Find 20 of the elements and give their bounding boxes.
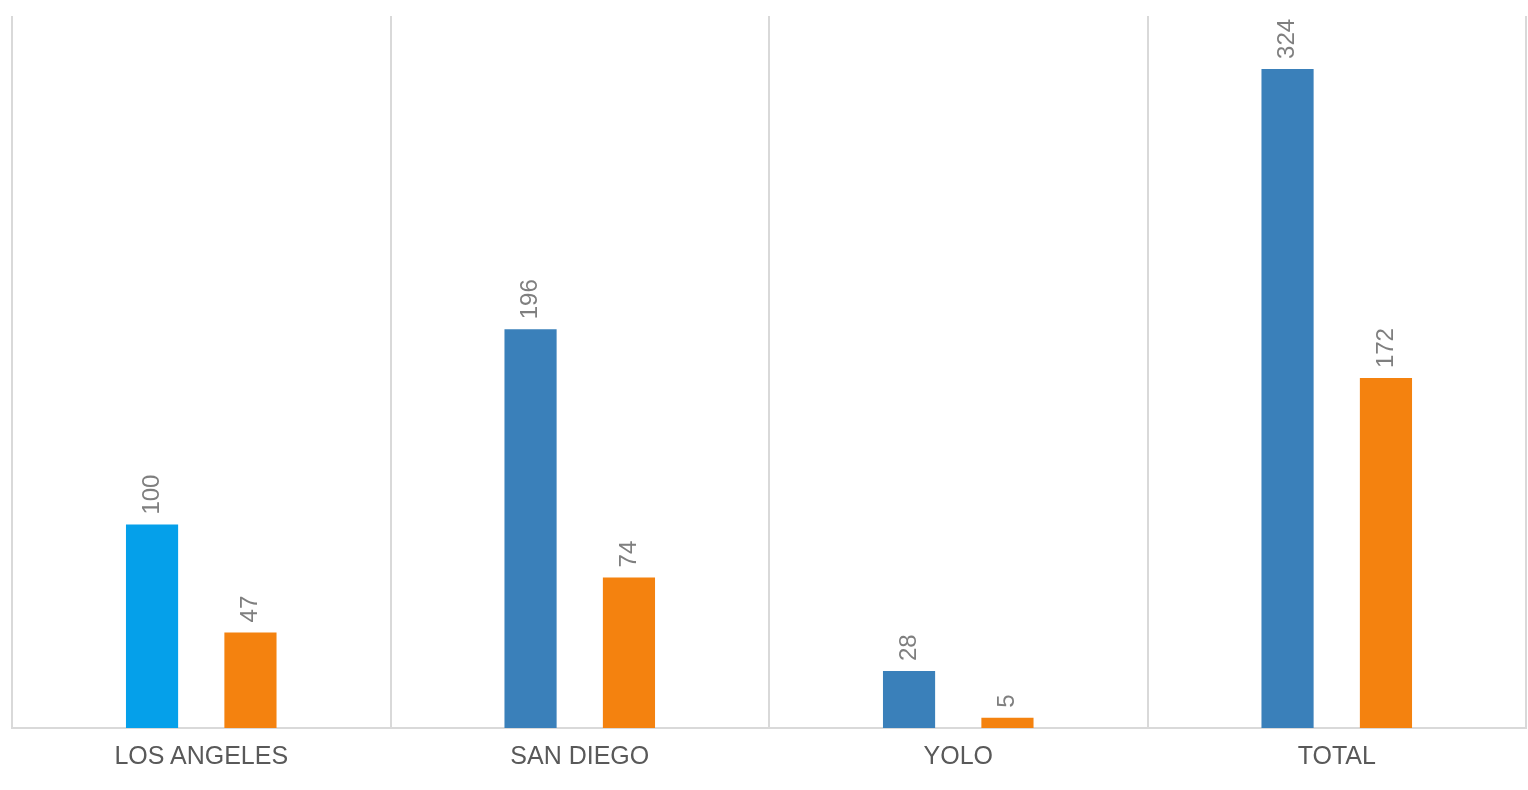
data-label: 100 xyxy=(136,474,164,515)
bar xyxy=(1261,68,1314,728)
data-label: 28 xyxy=(893,634,921,662)
data-label: 324 xyxy=(1272,18,1300,59)
x-tick-label: YOLO xyxy=(923,740,993,769)
bar xyxy=(981,717,1034,728)
bar xyxy=(504,329,557,728)
data-label: 47 xyxy=(235,595,263,623)
data-label: 5 xyxy=(992,694,1020,708)
data-label: 74 xyxy=(613,540,641,568)
bar xyxy=(224,632,277,728)
bar xyxy=(125,524,179,728)
x-tick-label: LOS ANGELES xyxy=(114,740,289,769)
data-label: 172 xyxy=(1370,328,1398,369)
bar xyxy=(1359,378,1413,728)
bar xyxy=(882,671,936,728)
x-tick-label: SAN DIEGO xyxy=(510,740,650,769)
bar xyxy=(602,577,656,728)
data-label: 196 xyxy=(515,279,543,320)
x-tick-label: TOTAL xyxy=(1297,740,1376,769)
